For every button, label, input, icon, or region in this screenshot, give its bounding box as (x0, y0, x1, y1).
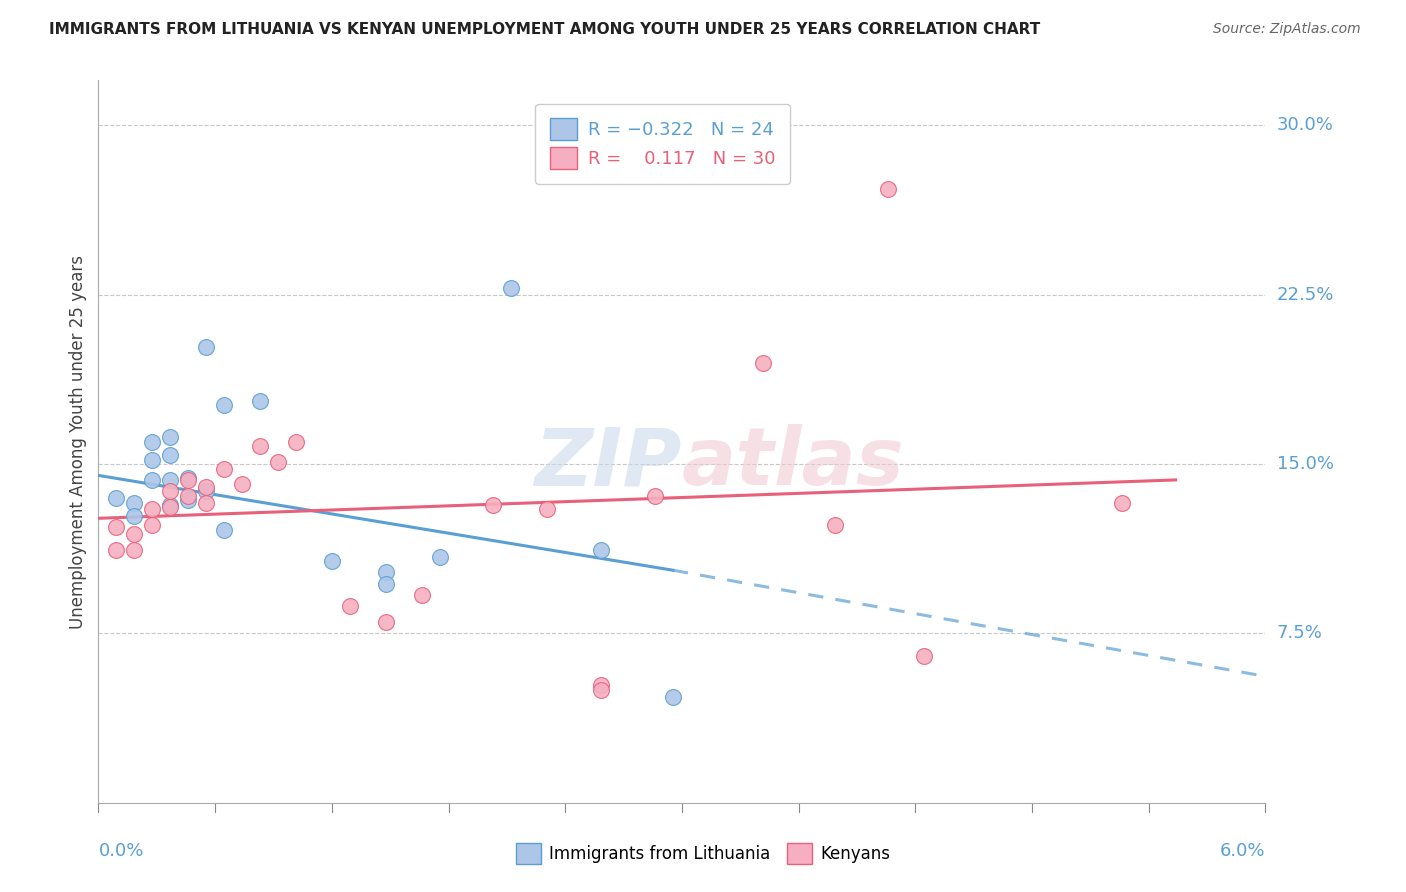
Legend: Immigrants from Lithuania, Kenyans: Immigrants from Lithuania, Kenyans (509, 837, 897, 871)
Text: 0.0%: 0.0% (98, 842, 143, 860)
Point (159, 500, 181, 514)
Point (195, 495, 218, 509)
Point (482, 498, 505, 512)
Point (124, 495, 146, 509)
Point (195, 484, 218, 499)
Point (374, 566, 396, 580)
Point (824, 518, 846, 533)
Point (284, 434, 307, 449)
Point (644, 489, 666, 503)
Point (105, 520, 128, 534)
Point (591, 678, 613, 692)
Point (159, 473, 181, 487)
Point (751, 355, 773, 369)
Point (212, 398, 235, 412)
Point (105, 542, 128, 557)
Point (339, 599, 361, 614)
Y-axis label: Unemployment Among Youth under 25 years: Unemployment Among Youth under 25 years (69, 254, 87, 629)
Text: IMMIGRANTS FROM LITHUANIA VS KENYAN UNEMPLOYMENT AMONG YOUTH UNDER 25 YEARS CORR: IMMIGRANTS FROM LITHUANIA VS KENYAN UNEM… (49, 22, 1040, 37)
Point (231, 477, 253, 491)
Point (195, 340, 218, 354)
Point (877, 181, 900, 195)
Text: 7.5%: 7.5% (1277, 624, 1323, 642)
Point (1111, 495, 1133, 509)
Text: Source: ZipAtlas.com: Source: ZipAtlas.com (1213, 22, 1361, 37)
Point (321, 554, 343, 568)
Point (124, 542, 146, 557)
Point (212, 461, 235, 475)
Point (141, 518, 163, 533)
Point (212, 523, 235, 537)
Point (141, 452, 163, 467)
Point (267, 455, 290, 469)
Point (159, 430, 181, 444)
Point (591, 542, 613, 557)
Point (141, 434, 163, 449)
Point (249, 393, 271, 408)
Text: atlas: atlas (682, 425, 904, 502)
Point (195, 480, 218, 494)
Point (177, 489, 200, 503)
Point (177, 493, 200, 508)
Point (411, 588, 433, 602)
Point (374, 615, 396, 630)
Point (177, 473, 200, 487)
Point (662, 690, 685, 704)
Point (159, 484, 181, 499)
Text: 30.0%: 30.0% (1277, 117, 1333, 135)
Text: 22.5%: 22.5% (1277, 285, 1334, 304)
Point (177, 471, 200, 485)
Text: 15.0%: 15.0% (1277, 455, 1333, 473)
Point (249, 439, 271, 453)
Point (912, 648, 935, 663)
Point (141, 502, 163, 516)
Point (374, 576, 396, 591)
Point (429, 549, 451, 564)
Point (124, 509, 146, 524)
Point (124, 527, 146, 541)
Point (159, 448, 181, 462)
Point (141, 473, 163, 487)
Text: ZIP: ZIP (534, 425, 682, 502)
Point (591, 682, 613, 697)
Point (105, 491, 128, 505)
Legend: R = −0.322   N = 24, R =    0.117   N = 30: R = −0.322 N = 24, R = 0.117 N = 30 (536, 103, 790, 184)
Point (501, 281, 523, 295)
Point (536, 502, 558, 516)
Text: 6.0%: 6.0% (1220, 842, 1265, 860)
Point (159, 498, 181, 512)
